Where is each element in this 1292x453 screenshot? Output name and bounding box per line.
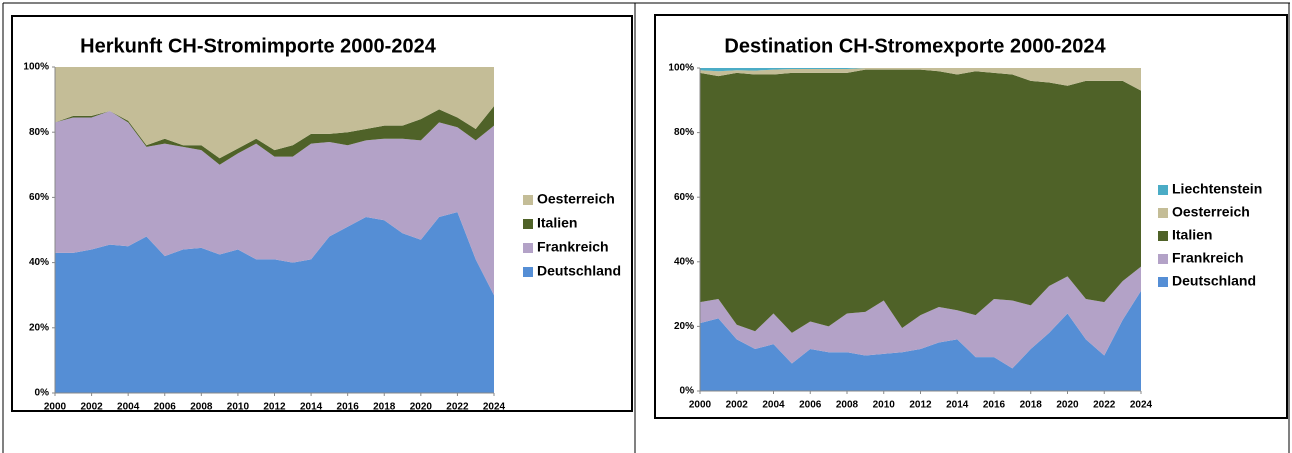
x-tick-label: 2002 xyxy=(80,402,103,413)
x-tick-label: 2002 xyxy=(726,400,749,411)
x-tick-label: 2016 xyxy=(983,400,1006,411)
legend-swatch xyxy=(523,219,533,229)
x-tick-label: 2000 xyxy=(689,400,712,411)
x-tick-label: 2012 xyxy=(909,400,932,411)
legend-label: Oesterreich xyxy=(537,191,615,207)
area xyxy=(55,106,494,165)
x-tick-label: 2020 xyxy=(410,402,433,413)
y-tick-label: 40% xyxy=(29,257,49,268)
area xyxy=(55,111,494,296)
chart-title: Herkunft CH-Stromimporte 2000-2024 xyxy=(80,35,437,57)
area xyxy=(700,68,1141,72)
legend-swatch xyxy=(523,267,533,277)
x-tick-label: 2018 xyxy=(373,402,396,413)
x-tick-label: 2004 xyxy=(762,400,785,411)
x-tick-label: 2024 xyxy=(1130,400,1153,411)
legend-swatch xyxy=(1158,277,1168,287)
legend-label: Frankreich xyxy=(537,239,609,255)
area xyxy=(700,290,1141,391)
legend-label: Liechtenstein xyxy=(1172,181,1262,197)
x-tick-label: 2004 xyxy=(117,402,140,413)
legend-swatch xyxy=(1158,208,1168,218)
x-tick-label: 2012 xyxy=(263,402,286,413)
x-tick-label: 2018 xyxy=(1020,400,1043,411)
legend-label: Italien xyxy=(1172,227,1212,243)
legend-swatch xyxy=(1158,231,1168,241)
x-tick-label: 2014 xyxy=(946,400,969,411)
x-tick-label: 2014 xyxy=(300,402,323,413)
x-tick-label: 2024 xyxy=(483,402,506,413)
y-tick-label: 40% xyxy=(674,256,694,267)
y-tick-label: 100% xyxy=(668,63,694,74)
legend-label: Frankreich xyxy=(1172,250,1244,266)
x-tick-label: 2016 xyxy=(337,402,360,413)
legend-label: Italien xyxy=(537,215,577,231)
x-tick-label: 2020 xyxy=(1056,400,1079,411)
area xyxy=(700,69,1141,333)
x-tick-label: 2022 xyxy=(446,402,469,413)
legend-label: Deutschland xyxy=(537,263,621,279)
y-tick-label: 60% xyxy=(674,192,694,203)
x-tick-label: 2006 xyxy=(154,402,177,413)
area xyxy=(55,67,494,159)
legend-label: Oesterreich xyxy=(1172,204,1250,220)
y-tick-label: 80% xyxy=(29,127,49,138)
y-tick-label: 0% xyxy=(35,388,50,399)
x-tick-label: 2000 xyxy=(44,402,67,413)
legend-label: Deutschland xyxy=(1172,273,1256,289)
area xyxy=(700,68,1141,91)
legend-swatch xyxy=(1158,254,1168,264)
y-tick-label: 20% xyxy=(674,321,694,332)
y-tick-label: 80% xyxy=(674,127,694,138)
y-tick-label: 60% xyxy=(29,192,49,203)
y-tick-label: 20% xyxy=(29,322,49,333)
x-tick-label: 2010 xyxy=(227,402,250,413)
x-tick-label: 2022 xyxy=(1093,400,1116,411)
x-tick-label: 2008 xyxy=(190,402,213,413)
x-tick-label: 2008 xyxy=(836,400,859,411)
chart-title: Destination CH-Stromexporte 2000-2024 xyxy=(724,35,1106,57)
x-tick-label: 2006 xyxy=(799,400,822,411)
area xyxy=(55,212,494,393)
legend-swatch xyxy=(523,195,533,205)
area xyxy=(700,266,1141,369)
legend-swatch xyxy=(523,243,533,253)
legend-swatch xyxy=(1158,185,1168,195)
y-tick-label: 100% xyxy=(23,62,49,73)
x-tick-label: 2010 xyxy=(873,400,896,411)
y-tick-label: 0% xyxy=(680,386,695,397)
